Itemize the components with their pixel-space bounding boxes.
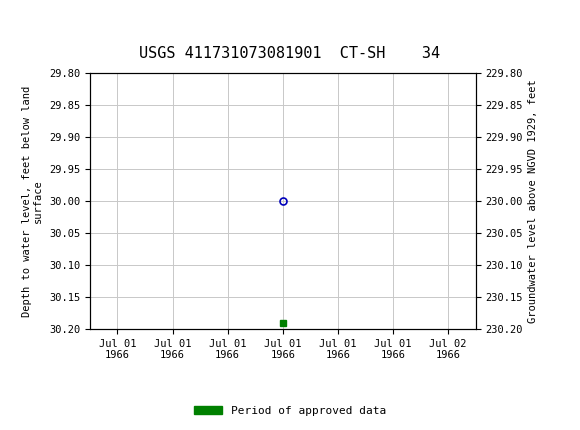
Text: USGS 411731073081901  CT-SH    34: USGS 411731073081901 CT-SH 34	[139, 46, 441, 61]
Y-axis label: Depth to water level, feet below land
surface: Depth to water level, feet below land su…	[22, 86, 44, 316]
Legend: Period of approved data: Period of approved data	[190, 401, 390, 420]
Text: ≡USGS: ≡USGS	[3, 7, 74, 31]
Y-axis label: Groundwater level above NGVD 1929, feet: Groundwater level above NGVD 1929, feet	[528, 79, 538, 323]
